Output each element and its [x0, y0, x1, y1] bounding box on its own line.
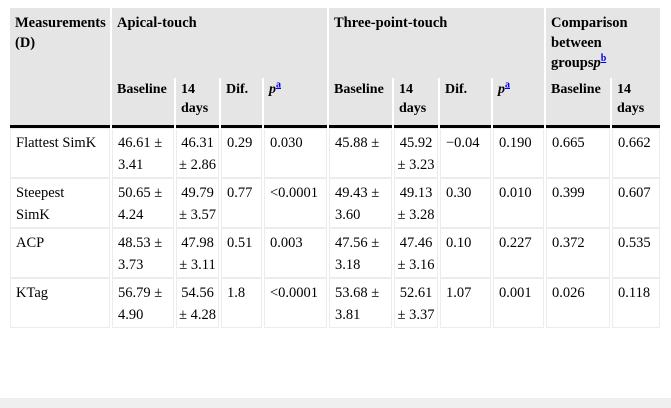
cell-comparison-baseline: 0.665 [546, 127, 611, 178]
cell-three-point-p: 0.001 [493, 277, 545, 328]
measurement-label-line: ACP [16, 234, 45, 251]
cell-three-point-14-days: 49.13 ± 3.28 [394, 177, 438, 228]
measurement-label-line: KTag [16, 284, 49, 301]
col-header-three-point-14-days: 14 days [394, 78, 438, 128]
col-header-apical-baseline: Baseline [112, 78, 174, 128]
cell-comparison-baseline: 0.026 [546, 277, 611, 328]
table-row-ktag: KTag 56.79 ± 4.90 54.56 ± 4.28 1.8 <0.00… [10, 277, 661, 328]
cell-three-point-baseline: 53.68 ± 3.81 [329, 277, 392, 328]
cell-three-point-dif: −0.04 [440, 127, 491, 178]
cell-apical-p: <0.0001 [264, 277, 327, 328]
cell-apical-p: <0.0001 [264, 177, 327, 228]
table-row-steepest-simk: Steepest SimK 50.65 ± 4.24 49.79 ± 3.57 0… [10, 177, 661, 228]
group-header-row: Measurements (D) Apical-touch Three-poin… [10, 8, 661, 128]
p-symbol: p [593, 55, 601, 71]
table-row-flattest-simk: Flattest SimK 46.61 ± 3.41 46.31 ± 2.86 … [10, 127, 661, 178]
sub-header-row: Baseline 14 days Dif. pa Baseline 14 day… [10, 78, 661, 128]
measurement-label-line: SimK [16, 206, 50, 223]
col-header-three-point-baseline: Baseline [329, 78, 392, 128]
col-header-apical-14-days: 14 days [176, 78, 219, 128]
group-header-three-point-touch: Three-point-touch [329, 8, 545, 78]
cell-apical-baseline: 48.53 ± 3.73 [112, 227, 174, 278]
cell-three-point-p: 0.010 [493, 177, 545, 228]
cell-measurement-label: ACP [10, 227, 110, 278]
cell-apical-14-days: 49.79 ± 3.57 [176, 177, 219, 228]
table-container: Measurements (D) Apical-touch Three-poin… [8, 8, 664, 398]
cell-measurement-label: KTag [10, 277, 110, 328]
p-symbol: p [269, 82, 276, 97]
cell-apical-dif: 0.29 [221, 127, 262, 178]
col-header-comparison-14-days: 14 days [612, 78, 661, 128]
col-header-apical-p: pa [264, 78, 327, 128]
cell-three-point-p: 0.190 [493, 127, 545, 178]
cell-apical-p: 0.003 [264, 227, 327, 278]
cell-apical-baseline: 46.61 ± 3.41 [112, 127, 174, 178]
cell-apical-baseline: 50.65 ± 4.24 [112, 177, 174, 228]
cell-comparison-14-days: 0.535 [612, 227, 661, 278]
cell-apical-14-days: 47.98 ± 3.11 [176, 227, 219, 278]
cell-three-point-baseline: 47.56 ± 3.18 [329, 227, 392, 278]
footnote-a-link[interactable]: a [505, 79, 510, 91]
footnote-b-link[interactable]: b [600, 53, 607, 65]
cell-three-point-dif: 0.30 [440, 177, 491, 228]
cell-comparison-baseline: 0.399 [546, 177, 611, 228]
cell-comparison-14-days: 0.662 [612, 127, 661, 178]
measurement-label-line: Flattest SimK [16, 134, 97, 151]
footnote-a-link[interactable]: a [276, 79, 281, 91]
cell-comparison-14-days: 0.607 [612, 177, 661, 228]
cell-measurement-label: Steepest SimK [10, 177, 110, 228]
col-header-measurements: Measurements (D) [10, 8, 110, 128]
comparison-label: Comparison between groups [551, 15, 628, 71]
cell-three-point-14-days: 45.92 ± 3.23 [394, 127, 438, 178]
table-row-acp: ACP 48.53 ± 3.73 47.98 ± 3.11 0.51 0.003… [10, 227, 661, 278]
results-table: Measurements (D) Apical-touch Three-poin… [8, 8, 662, 328]
cell-three-point-baseline: 49.43 ± 3.60 [329, 177, 392, 228]
cell-comparison-14-days: 0.118 [612, 277, 661, 328]
col-header-comparison-baseline: Baseline [546, 78, 611, 128]
cell-three-point-14-days: 52.61 ± 3.37 [394, 277, 438, 328]
col-header-three-point-p: pa [493, 78, 545, 128]
cell-apical-p: 0.030 [264, 127, 327, 178]
cell-apical-dif: 0.51 [221, 227, 262, 278]
p-symbol: p [498, 82, 505, 97]
cell-three-point-dif: 0.10 [440, 227, 491, 278]
cell-apical-dif: 0.77 [221, 177, 262, 228]
cell-three-point-p: 0.227 [493, 227, 545, 278]
group-header-comparison: Comparison between groupspb [546, 8, 661, 78]
cell-apical-dif: 1.8 [221, 277, 262, 328]
cell-comparison-baseline: 0.372 [546, 227, 611, 278]
cell-three-point-dif: 1.07 [440, 277, 491, 328]
measurement-label-line: Steepest [16, 184, 65, 201]
cell-apical-baseline: 56.79 ± 4.90 [112, 277, 174, 328]
cell-three-point-14-days: 47.46 ± 3.16 [394, 227, 438, 278]
col-header-apical-dif: Dif. [221, 78, 262, 128]
cell-apical-14-days: 46.31 ± 2.86 [176, 127, 219, 178]
col-header-three-point-dif: Dif. [440, 78, 491, 128]
group-header-apical-touch: Apical-touch [112, 8, 327, 78]
cell-measurement-label: Flattest SimK [10, 127, 110, 178]
cell-apical-14-days: 54.56 ± 4.28 [176, 277, 219, 328]
page-bottom-strip [0, 398, 671, 408]
cell-three-point-baseline: 45.88 ± [329, 127, 392, 178]
